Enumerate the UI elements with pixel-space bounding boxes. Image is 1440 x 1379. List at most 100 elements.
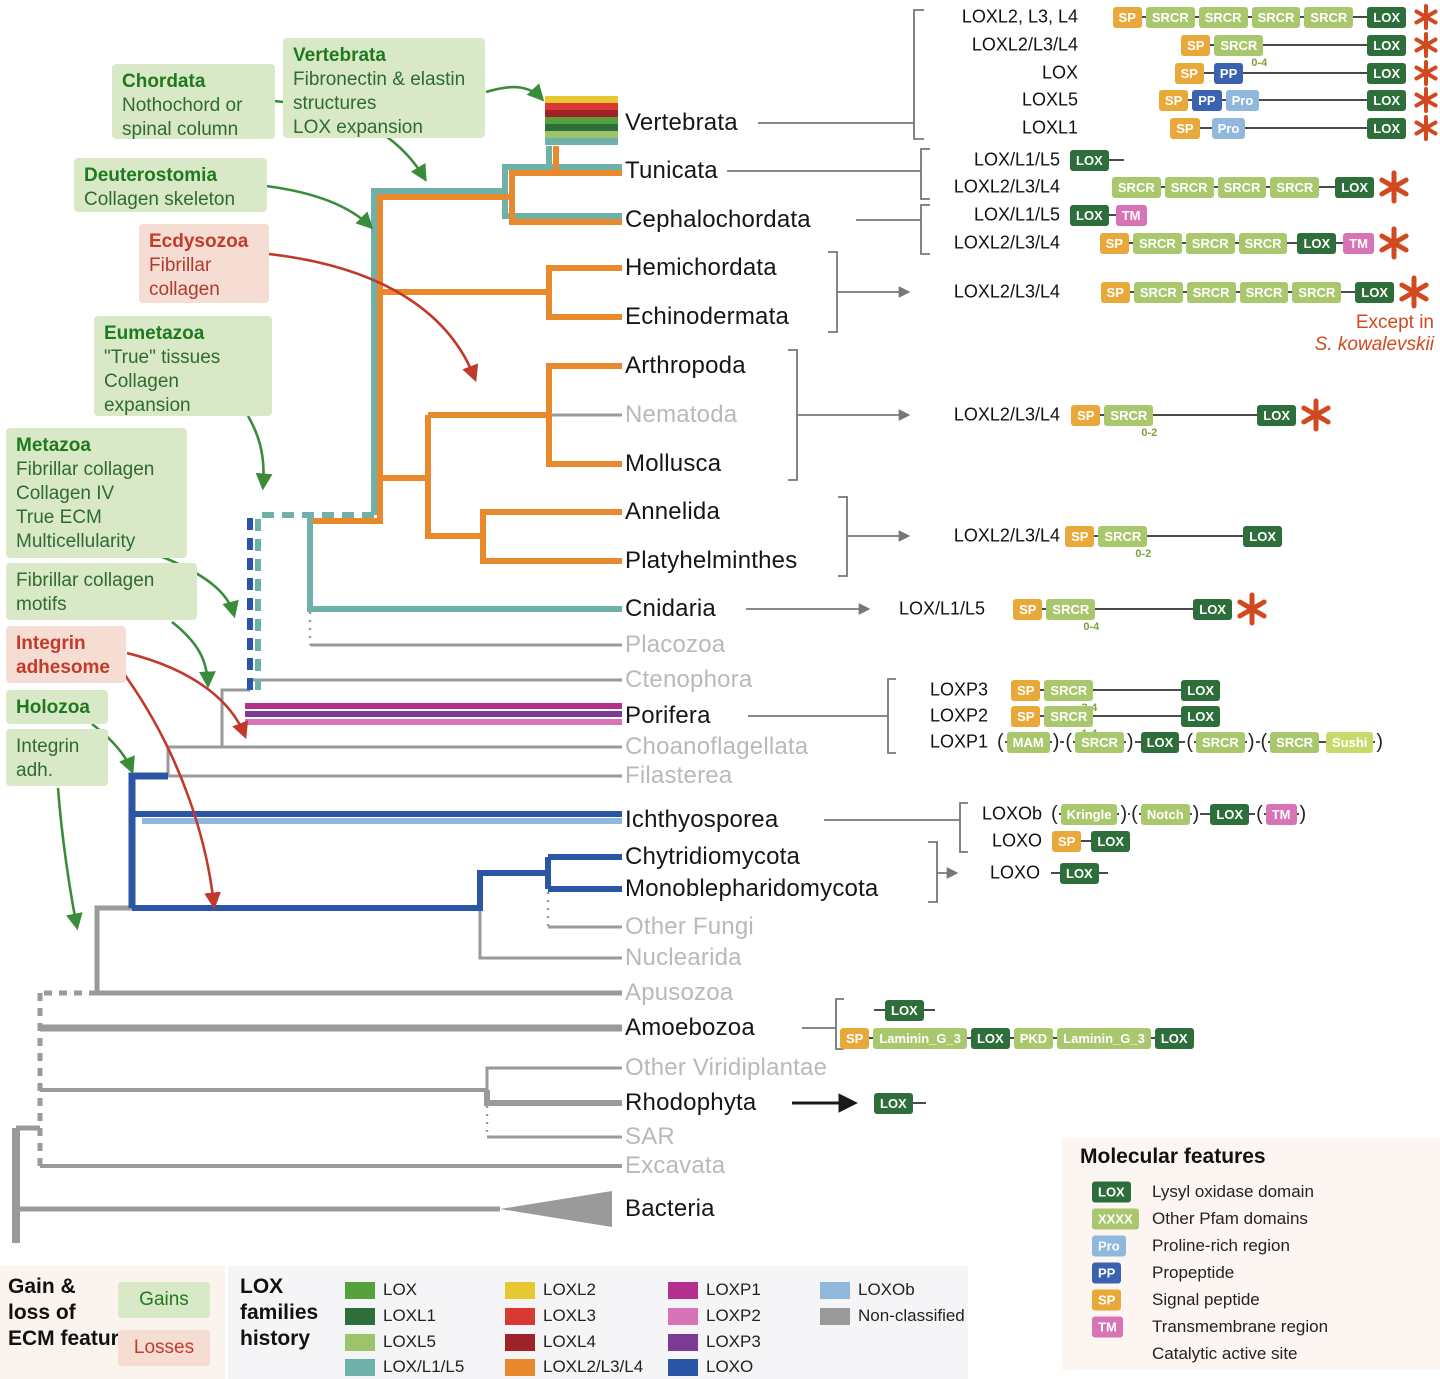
annotation-line: True ECM [16,507,102,528]
domain-chip-srcr: SRCR1-4 [1044,705,1097,739]
domain-architecture-row: LOX TM [1068,203,1149,227]
annotation-line: Metazoa [16,435,91,456]
family-legend-label: LOX [383,1280,418,1299]
arch-row-label: LOXL2/L3/L4 [953,232,1060,253]
gain-annotation: Holozoa [6,690,108,724]
family-color-swatch [668,1281,698,1299]
arch-row-label: LOXP2 [929,705,988,726]
parenthesis: ) [1298,802,1308,826]
star-stroke [1414,9,1438,25]
taxon-label-cnidaria: Cnidaria [625,595,716,622]
taxon-label-arthropoda: Arthropoda [625,352,746,379]
parenthesis: ) [1246,730,1256,754]
domain-chip-srcr: SRCR [1111,176,1161,198]
star-stroke [1414,65,1438,81]
arch-row-label: LOXL5 [1021,89,1078,110]
domain-gap [926,1010,938,1011]
taxon-label-ichthyosporea: Ichthyosporea [625,806,779,833]
star-stroke [1414,37,1438,53]
domain-chip-srcr: SRCR [1075,731,1124,753]
domain-chip-laminin_g_3: Laminin_G_3 [873,1027,967,1049]
family-legend-label: LOXOb [858,1280,915,1299]
family-legend-item: LOXL5 [345,1332,436,1352]
taxon-label-echinodermata: Echinodermata [625,303,790,330]
domain-architecture-row: LOX [1048,861,1111,885]
legend-chip-xxxx: XXXX [1092,1208,1139,1230]
domain-chip-lox: LOX [1257,404,1296,426]
gain-annotation: Metazoa Fibrillar collagen Collagen IV True… [6,428,187,558]
molecular-legend-label: Proline-rich region [1152,1236,1290,1255]
domain-architecture-row: SP SRCR SRCR SRCR SRCR LOX [1099,280,1396,304]
domain-chip-lox: LOX [1297,232,1337,254]
vertebrate-family-stack-bar [545,138,618,145]
domain-architecture-row: SPSRCR1-4 LOX [1009,704,1222,739]
domain-chip-lox: LOX [970,1027,1010,1049]
family-color-swatch [505,1281,535,1299]
catalytic-star-icon [1379,170,1409,204]
tree-branch [484,1090,622,1106]
taxon-label-vertebrata: Vertebrata [625,109,738,136]
group-bracket [887,678,896,754]
domain-gap [1095,690,1179,691]
exception-note-line2: S. kowalevskii [1314,334,1434,355]
domain-chip-lox: LOX [874,1092,913,1114]
domain-chip-sp: SP [1181,34,1211,56]
vertebrate-family-stack-bar [545,131,618,138]
exception-note-line1: Except in [1355,312,1434,333]
tree-branch [220,688,250,747]
vertebrate-family-stack-bar [545,103,618,110]
family-legend-label: LOXL2/L3/L4 [543,1357,644,1376]
domain-chip-lox: LOX [1355,281,1394,303]
group-bracket [913,9,924,140]
domain-connector-line [1012,715,1219,717]
catalytic-star-icon [1399,275,1429,309]
domain-chip-lox: LOX [1091,830,1131,852]
family-color-swatch [820,1281,850,1299]
domain-chip-mam: MAM [1006,731,1050,753]
vertebrate-family-stack-bar [545,117,618,124]
domain-connector-line [1072,414,1295,416]
loss-arrow [120,670,222,910]
group-bracket [788,349,798,481]
taxon-label-ctenophora: Ctenophora [625,666,753,693]
annotation-line: adhesome [16,657,110,678]
annotation-line: Integrin [16,633,86,654]
star-stroke [1399,282,1429,302]
domain-chip-srcr: SRCR [1270,176,1320,198]
domain-chip-laminin_g_3: Laminin_G_3 [1057,1027,1151,1049]
annotation-line: structures [293,93,377,114]
catalytic-star-icon [1414,115,1438,141]
domain-gap [1355,17,1365,18]
gain-arrow [265,184,374,230]
taxon-label-platyhelminthes: Platyhelminthes [625,547,798,574]
annotation-line: Fibrillar [149,255,212,276]
domain-architecture-row: SRCR SRCR SRCR SRCR LOX [1110,175,1376,199]
domain-chip-srcr: SRCR [1251,6,1301,28]
family-legend-label: LOXO [706,1357,754,1376]
annotation-line: Holozoa [16,697,90,718]
tree-branch [380,415,431,481]
legend-chip-sp: SP [1092,1289,1122,1311]
taxon-label-nuclearida: Nuclearida [625,944,742,971]
arch-row-label: LOX/L1/L5 [973,204,1060,225]
parenthesis: ) [1119,802,1129,826]
arch-row-label: LOXL2/L3/L4 [953,281,1060,302]
tree-branch [307,515,622,612]
annotation-line: Vertebrata [293,45,386,66]
domain-architecture-row: SP SRCR 0-2 LOX [1063,524,1284,559]
families-legend-title: LOX families history [240,1274,318,1352]
domain-gap [1083,841,1089,842]
gain-arrow [246,415,273,491]
domain-chip-srcr: SRCR [1292,281,1342,303]
arch-row-label: LOXL2/L3/L4 [971,34,1078,55]
parenthesis: ( [1185,730,1194,754]
domain-connector-line [1012,689,1219,691]
family-color-swatch [820,1307,850,1325]
parenthesis: ( [1050,802,1059,826]
family-legend-item: LOXOb [820,1280,915,1300]
taxon-label-mollusca: Mollusca [625,450,722,477]
taxon-label-annelida: Annelida [625,498,721,525]
domain-connector-line [1100,242,1373,244]
group-bracket [920,204,930,255]
tree-branch [425,478,483,539]
